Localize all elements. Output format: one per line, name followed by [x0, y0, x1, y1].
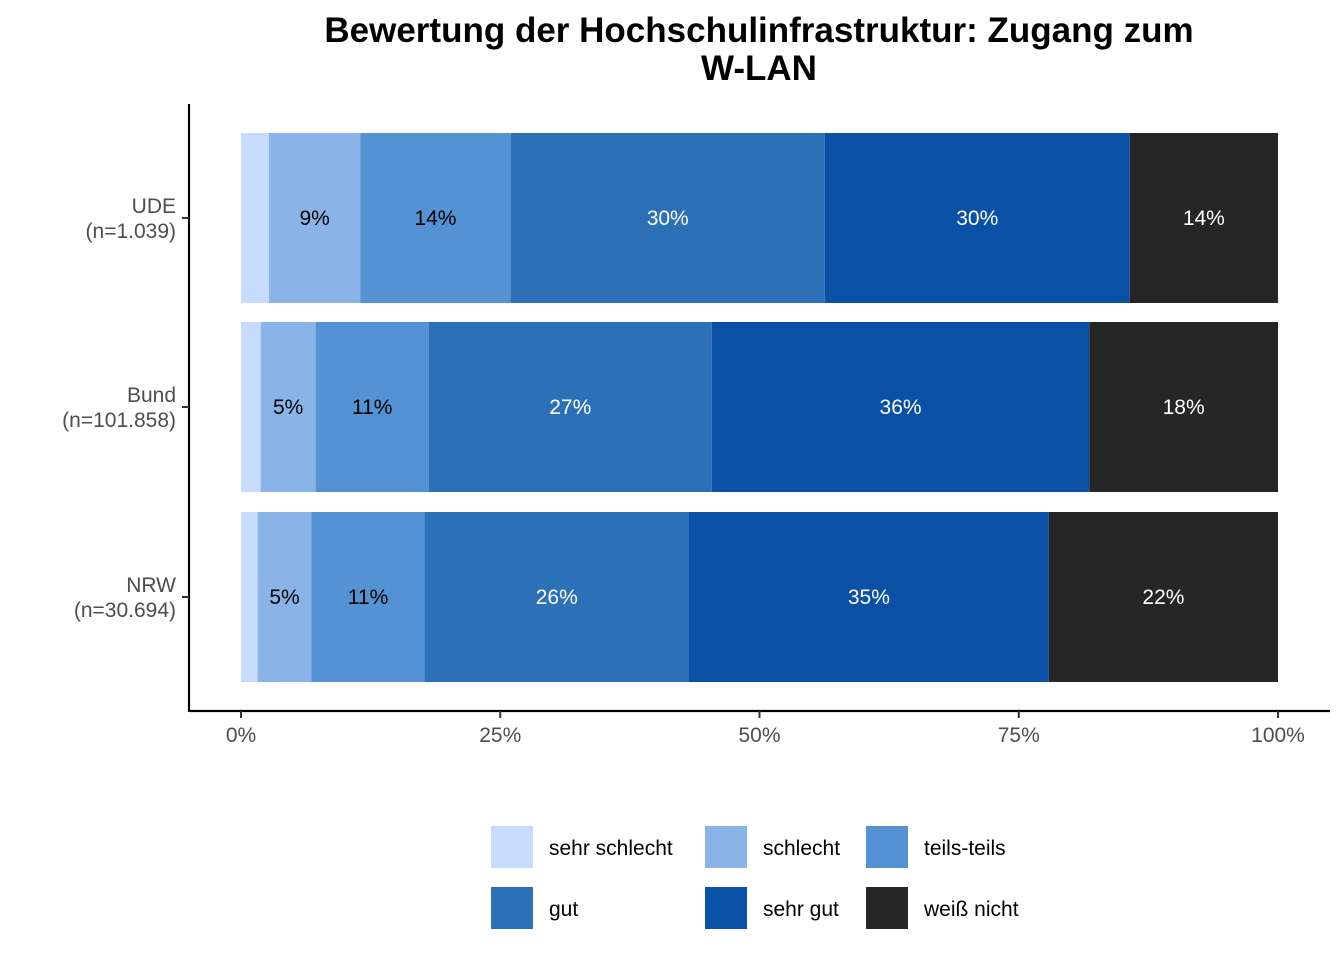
- legend-swatch: [491, 826, 533, 868]
- bar-segment-schlecht: [260, 322, 316, 492]
- legend-label: sehr gut: [763, 898, 839, 921]
- y-tick-sample-size: (n=30.694): [74, 599, 176, 622]
- legend-label: gut: [549, 898, 578, 921]
- bar-segment-sehr-gut: [824, 133, 1130, 303]
- data-label: 26%: [536, 586, 578, 609]
- data-label: 30%: [647, 207, 689, 230]
- x-tick-label: 50%: [738, 724, 780, 747]
- y-tick-sample-size: (n=1.039): [86, 220, 176, 243]
- bar-segment-sehr-schlecht: [241, 133, 269, 303]
- y-axis: UDE(n=1.039) Bund(n=101.858) NRW(n=30.694): [62, 104, 191, 712]
- bar-segment-gut: [424, 512, 689, 682]
- bar-segment-sehr-gut: [688, 512, 1049, 682]
- legend-label: weiß nicht: [923, 898, 1019, 921]
- chart-title-line-2: W-LAN: [701, 49, 817, 88]
- data-label: 11%: [352, 396, 392, 419]
- data-label: 11%: [348, 586, 388, 609]
- legend-swatch: [491, 887, 533, 929]
- y-tick-label: NRW: [126, 574, 176, 597]
- plot-area: 9% 14% 30% 30% 14% 5% 11% 27% 36% 18% 5% 11% 26% 35% 2…: [241, 133, 1278, 682]
- bar-segment-teils-teils: [311, 512, 425, 682]
- legend-swatch: [705, 887, 747, 929]
- bar-segment-schlecht: [257, 512, 312, 682]
- legend-swatch: [705, 826, 747, 868]
- legend-label: teils-teils: [924, 837, 1006, 860]
- data-label: 5%: [269, 586, 299, 609]
- x-tick-label: 25%: [479, 724, 521, 747]
- y-tick-label: Bund: [127, 384, 176, 407]
- bar-segment-weiß-nicht: [1129, 133, 1278, 303]
- bar-nrw: 5% 11% 26% 35% 22%: [241, 512, 1278, 682]
- bar-ude: 9% 14% 30% 30% 14%: [241, 133, 1278, 303]
- legend-swatch: [866, 887, 908, 929]
- data-label: 5%: [273, 396, 303, 419]
- x-axis: 0% 25% 50% 75% 100%: [189, 709, 1330, 747]
- legend-swatch: [866, 826, 908, 868]
- x-tick-label: 100%: [1251, 724, 1305, 747]
- chart-title: Bewertung der Hochschulinfrastruktur: Zu…: [324, 11, 1193, 88]
- legend-item-teils-teils: teils-teils: [866, 826, 1006, 868]
- legend-item-sehr-schlecht: sehr schlecht: [491, 826, 673, 868]
- data-label: 30%: [956, 207, 998, 230]
- y-tick-sample-size: (n=101.858): [62, 409, 176, 432]
- legend-label: sehr schlecht: [549, 837, 673, 860]
- data-label: 14%: [414, 207, 456, 230]
- bar-segment-teils-teils: [315, 322, 429, 492]
- bar-segment-gut: [510, 133, 825, 303]
- x-tick-label: 75%: [998, 724, 1040, 747]
- data-label: 22%: [1142, 586, 1184, 609]
- bar-segment-weiß-nicht: [1089, 322, 1278, 492]
- legend-item-weiß-nicht: weiß nicht: [866, 887, 1019, 929]
- legend-item-schlecht: schlecht: [705, 826, 840, 868]
- bar-segment-sehr-gut: [711, 322, 1090, 492]
- data-label: 35%: [848, 586, 890, 609]
- bar-bund: 5% 11% 27% 36% 18%: [241, 322, 1278, 492]
- data-label: 9%: [299, 207, 329, 230]
- bar-segment-teils-teils: [360, 133, 511, 303]
- bar-segment-schlecht: [268, 133, 361, 303]
- bar-segment-weiß-nicht: [1048, 512, 1278, 682]
- data-label: 27%: [549, 396, 591, 419]
- chart-title-line-1: Bewertung der Hochschulinfrastruktur: Zu…: [324, 11, 1193, 50]
- legend-item-sehr-gut: sehr gut: [705, 887, 839, 929]
- x-tick-label: 0%: [226, 724, 256, 747]
- data-label: 14%: [1183, 207, 1225, 230]
- bar-segment-sehr-schlecht: [241, 322, 261, 492]
- legend-label: schlecht: [763, 837, 840, 860]
- y-tick-label: UDE: [132, 195, 176, 218]
- bar-segment-sehr-schlecht: [241, 512, 258, 682]
- data-label: 36%: [880, 396, 922, 419]
- legend-item-gut: gut: [491, 887, 578, 929]
- legend: sehr schlecht schlecht teils-teils gut sehr …: [491, 826, 1019, 929]
- data-label: 18%: [1163, 396, 1205, 419]
- bar-segment-gut: [428, 322, 712, 492]
